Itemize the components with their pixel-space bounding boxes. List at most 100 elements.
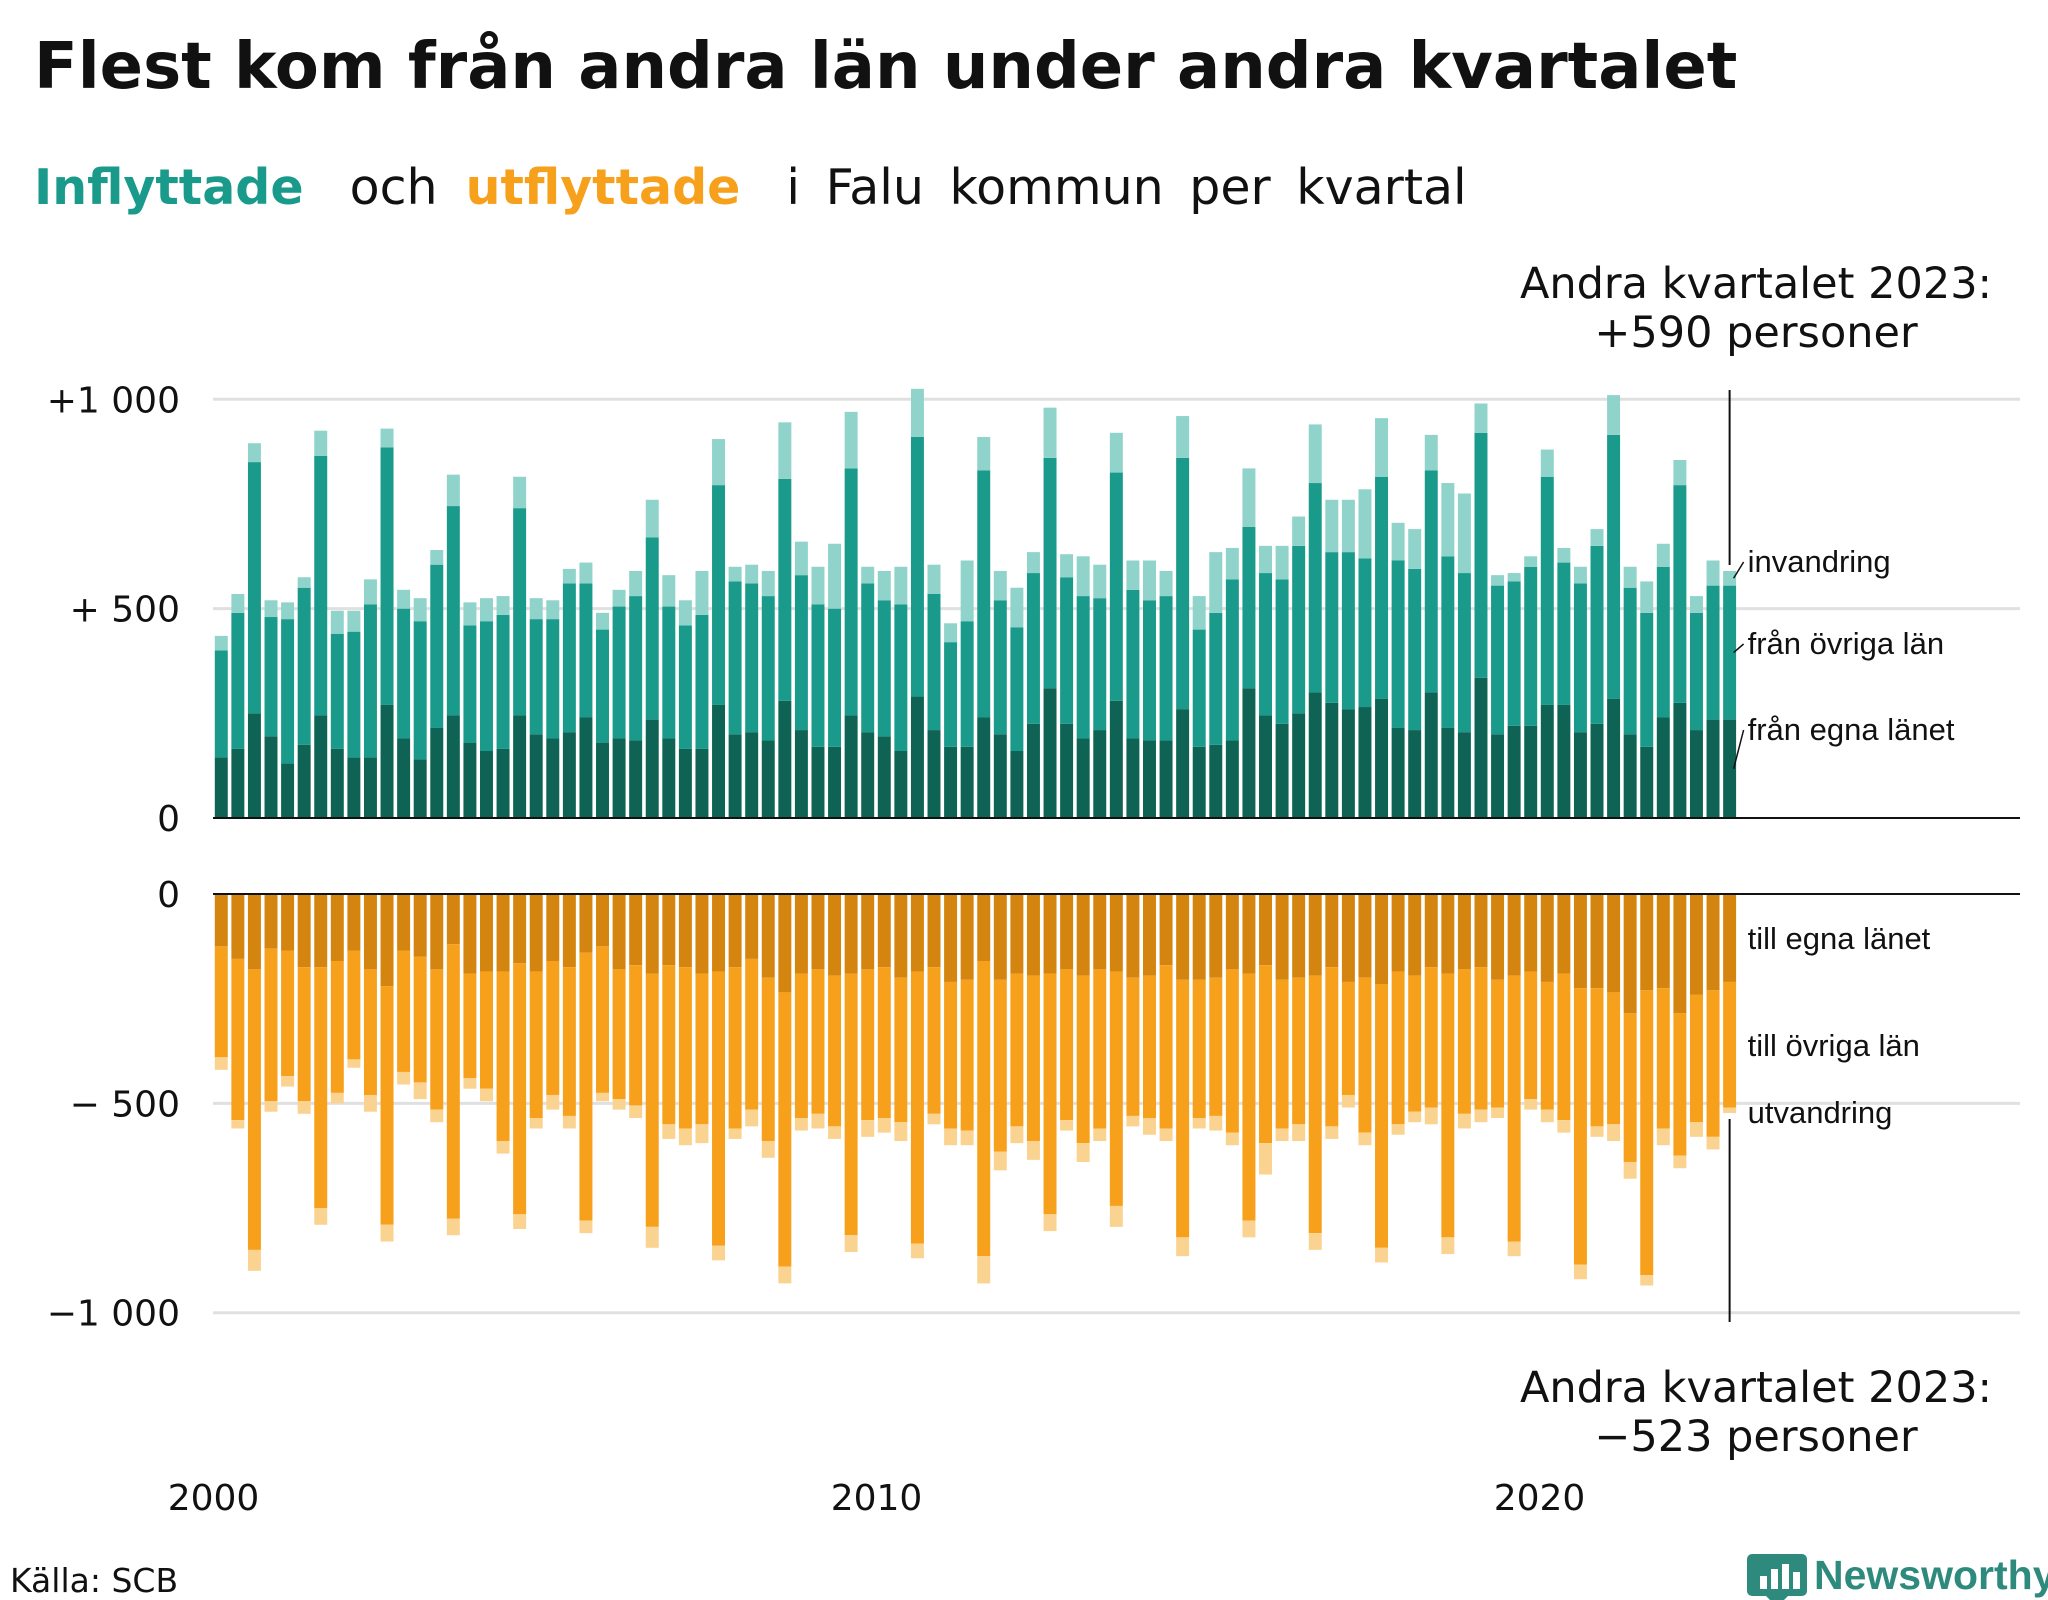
bar-out-utvandring	[1325, 1126, 1339, 1139]
bar-out-egna-lanet	[1259, 894, 1272, 966]
bar-out-utvandring	[944, 1128, 958, 1146]
bar-out-ovriga-lan	[1474, 967, 1488, 1110]
bar-out-egna-lanet	[330, 894, 344, 961]
bar-in-invandring	[1292, 516, 1306, 546]
bar-out-ovriga-lan	[380, 986, 394, 1225]
bar-out-ovriga-lan	[1524, 971, 1538, 1100]
bar-out-utvandring	[877, 1118, 891, 1133]
bar-out-egna-lanet	[794, 894, 808, 974]
bar-in-ovriga-lan	[596, 629, 609, 743]
bar-in-invandring	[380, 428, 394, 448]
bar-in-egna-lanet	[1689, 730, 1703, 818]
bar-in-invandring	[811, 566, 825, 605]
newsworthy-logo: Newsworthy	[1747, 1552, 2048, 1600]
bar-out-egna-lanet	[1010, 894, 1024, 974]
bar-out-ovriga-lan	[1408, 975, 1422, 1112]
bar-in-ovriga-lan	[446, 506, 460, 716]
bar-in-invandring	[1275, 545, 1289, 580]
bar-in-invandring	[629, 570, 643, 597]
bar-out-utvandring	[1275, 1128, 1289, 1142]
callout-out-line1: Andra kvartalet 2023:	[1520, 1363, 1992, 1413]
bar-in-egna-lanet	[678, 748, 692, 818]
bar-in-egna-lanet	[231, 748, 245, 818]
bar-in-invandring	[1308, 424, 1322, 484]
bar-in-ovriga-lan	[430, 564, 444, 728]
bar-in-egna-lanet	[1474, 677, 1488, 818]
bar-in-ovriga-lan	[1573, 583, 1587, 733]
y-tick-labels: +1 000 + 500 0 0 − 500 −1 000	[47, 380, 180, 1334]
bar-out-utvandring	[1209, 1115, 1223, 1131]
bar-in-ovriga-lan	[214, 650, 228, 758]
bar-in-ovriga-lan	[562, 583, 576, 733]
callout-in-line2: +590 personer	[1594, 308, 1918, 358]
bar-out-ovriga-lan	[678, 967, 692, 1129]
bar-in-ovriga-lan	[264, 617, 278, 737]
bar-out-egna-lanet	[430, 894, 444, 970]
label-fran-ovriga-lan: från övriga län	[1748, 626, 1944, 661]
bar-out-ovriga-lan	[1275, 979, 1289, 1129]
chart-title: Flest kom från andra län under andra kva…	[34, 30, 1737, 104]
bar-in-egna-lanet	[977, 717, 991, 818]
bar-out-ovriga-lan	[1043, 973, 1057, 1215]
bar-in-invandring	[413, 598, 427, 622]
bar-in-ovriga-lan	[1143, 600, 1156, 741]
bar-in-ovriga-lan	[1159, 596, 1173, 741]
bar-out-ovriga-lan	[1126, 977, 1140, 1116]
inflow-bars	[214, 388, 1737, 818]
bar-out-utvandring	[513, 1214, 527, 1229]
bar-in-egna-lanet	[1408, 730, 1422, 818]
bar-in-egna-lanet	[811, 746, 825, 818]
bar-in-invandring	[927, 564, 941, 594]
bar-in-egna-lanet	[579, 717, 593, 818]
bar-in-ovriga-lan	[745, 583, 759, 733]
bar-out-utvandring	[794, 1118, 808, 1131]
bar-in-egna-lanet	[1109, 700, 1123, 818]
bar-in-ovriga-lan	[1391, 560, 1405, 728]
bar-in-egna-lanet	[1093, 730, 1107, 818]
bar-out-ovriga-lan	[977, 960, 991, 1257]
bar-out-ovriga-lan	[1093, 969, 1107, 1129]
bar-out-egna-lanet	[927, 894, 941, 968]
bar-in-egna-lanet	[1375, 698, 1389, 818]
bar-in-egna-lanet	[1143, 740, 1156, 818]
bar-out-utvandring	[1375, 1247, 1389, 1263]
bar-in-egna-lanet	[861, 732, 875, 818]
bar-in-egna-lanet	[1391, 727, 1405, 818]
bar-out-ovriga-lan	[430, 969, 444, 1110]
bar-out-egna-lanet	[877, 894, 891, 968]
bar-out-egna-lanet	[1590, 894, 1604, 989]
bar-in-invandring	[1540, 449, 1554, 477]
bar-out-egna-lanet	[662, 894, 676, 966]
bar-out-ovriga-lan	[1242, 973, 1256, 1221]
bar-out-utvandring	[1159, 1128, 1173, 1142]
bar-out-egna-lanet	[778, 894, 792, 993]
bar-in-egna-lanet	[330, 748, 344, 818]
bar-out-ovriga-lan	[662, 965, 676, 1125]
bar-in-invandring	[1043, 407, 1057, 458]
bar-out-egna-lanet	[629, 894, 643, 966]
bar-out-utvandring	[1573, 1264, 1587, 1280]
bar-out-egna-lanet	[910, 894, 924, 972]
bar-in-invandring	[1656, 543, 1670, 567]
bar-in-invandring	[1076, 556, 1090, 597]
bar-in-invandring	[1325, 499, 1339, 553]
bar-out-egna-lanet	[1060, 894, 1074, 970]
bar-in-ovriga-lan	[529, 619, 543, 735]
bar-out-utvandring	[844, 1235, 858, 1252]
bar-out-utvandring	[910, 1243, 924, 1259]
bar-out-ovriga-lan	[1176, 979, 1190, 1238]
bar-in-invandring	[1126, 560, 1140, 590]
bar-in-ovriga-lan	[1325, 552, 1339, 703]
bar-out-utvandring	[1225, 1132, 1239, 1146]
bar-in-ovriga-lan	[579, 583, 593, 718]
bar-out-egna-lanet	[1026, 894, 1040, 976]
bar-out-utvandring	[1391, 1124, 1405, 1135]
bar-out-egna-lanet	[1723, 894, 1737, 982]
bar-out-utvandring	[463, 1078, 477, 1089]
bar-out-utvandring	[214, 1057, 228, 1070]
bar-in-invandring	[1723, 570, 1737, 586]
bar-in-egna-lanet	[1292, 713, 1306, 818]
callout-in-line1: Andra kvartalet 2023:	[1520, 259, 1992, 309]
bar-in-invandring	[247, 443, 261, 463]
bar-in-ovriga-lan	[960, 621, 974, 747]
